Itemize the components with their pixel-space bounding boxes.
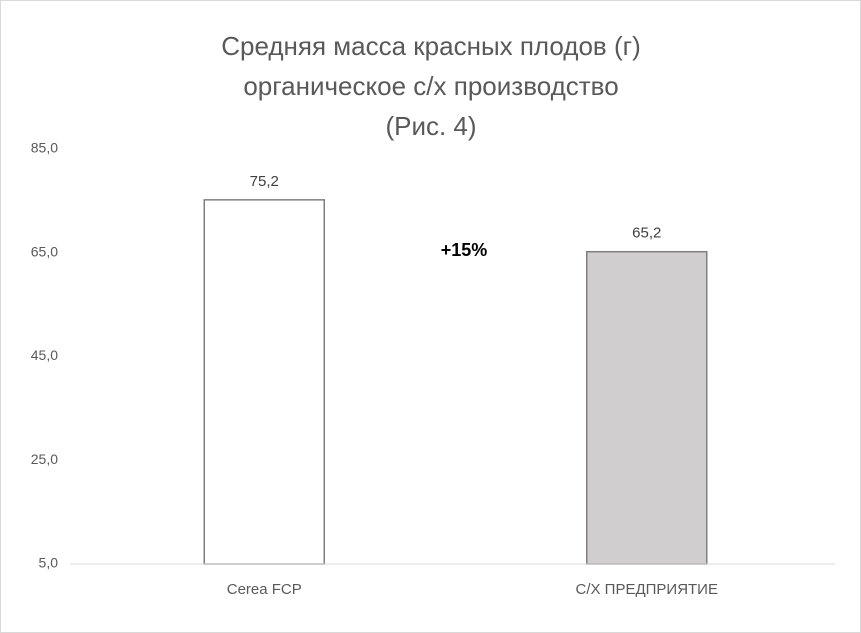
chart-title: (Рис. 4) (385, 111, 476, 141)
y-tick-label: 45,0 (31, 347, 58, 363)
y-tick-label: 65,0 (31, 243, 58, 259)
bar (203, 199, 325, 565)
value-label: 75,2 (250, 173, 279, 190)
value-label: 65,2 (632, 225, 661, 242)
x-tick-label: С/Х ПРЕДПРИЯТИЕ (576, 581, 718, 598)
bar (586, 250, 708, 565)
x-tick-label: Cerea FCP (227, 581, 302, 598)
annotation: +15% (441, 240, 488, 260)
y-tick-label: 25,0 (31, 451, 58, 467)
chart-title: Средняя масса красных плодов (г) (221, 31, 641, 61)
chart-title: органическое с/х производство (243, 71, 618, 101)
y-tick-label: 5,0 (39, 555, 59, 571)
y-tick-label: 85,0 (31, 140, 58, 156)
